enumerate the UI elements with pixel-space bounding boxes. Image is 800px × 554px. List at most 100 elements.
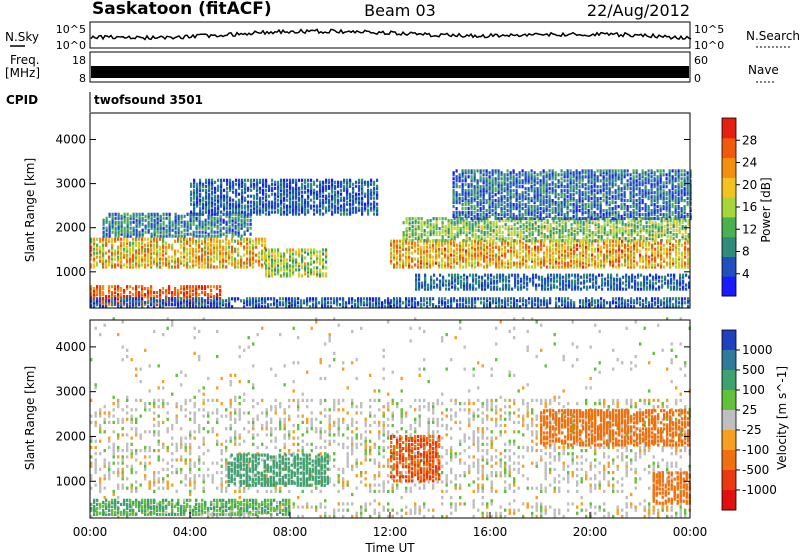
power-cell — [186, 224, 189, 228]
power-cell — [486, 233, 489, 237]
power-cell — [213, 218, 216, 222]
power-cell — [240, 241, 243, 245]
power-cell — [546, 259, 549, 263]
power-cell — [261, 237, 264, 241]
power-cell — [289, 250, 292, 254]
power-cell — [258, 255, 261, 259]
power-cell — [325, 196, 328, 200]
power-cell — [159, 228, 162, 232]
power-cell — [216, 293, 219, 297]
power-cell — [675, 223, 678, 227]
power-cell — [274, 198, 277, 202]
power-cell — [337, 198, 340, 202]
power-cell — [517, 273, 520, 277]
power-cell — [274, 258, 277, 262]
power-cell — [123, 237, 126, 241]
power-cell — [355, 200, 358, 204]
power-cell — [664, 281, 667, 285]
power-cell — [537, 245, 540, 249]
power-cell — [135, 289, 138, 293]
power-cell — [126, 253, 129, 257]
power-cell — [613, 277, 616, 281]
power-cell — [135, 220, 138, 224]
power-cell — [544, 283, 547, 287]
power-cell — [481, 275, 484, 279]
power-cell — [147, 257, 150, 261]
power-cell — [435, 217, 438, 221]
power-cell — [555, 265, 558, 269]
power-cell — [601, 277, 604, 281]
power-cell — [211, 192, 214, 196]
power-cell — [120, 220, 123, 224]
power-cell — [117, 226, 120, 230]
power-cell — [503, 197, 506, 201]
power-cell — [477, 263, 480, 267]
power-cell — [135, 255, 138, 259]
power-cell — [190, 212, 193, 216]
power-cell — [549, 237, 552, 241]
power-cell — [174, 234, 177, 238]
power-cell — [612, 249, 615, 253]
power-cell — [576, 261, 579, 265]
power-cell — [135, 234, 138, 238]
power-cell — [417, 221, 420, 225]
power-cell — [126, 255, 129, 259]
power-cell — [286, 248, 289, 252]
power-cell — [307, 248, 310, 252]
power-cell — [558, 243, 561, 247]
power-cell — [432, 231, 435, 235]
power-cell — [132, 232, 135, 236]
power-cell — [217, 208, 220, 212]
power-cell — [177, 295, 180, 299]
power-cell — [531, 233, 534, 237]
power-cell — [123, 234, 126, 238]
power-cell — [468, 225, 471, 229]
power-cell — [189, 291, 192, 295]
power-cell — [543, 235, 546, 239]
power-cell — [556, 273, 559, 277]
power-cell — [226, 196, 229, 200]
power-cell — [441, 221, 444, 225]
power-cell — [467, 203, 470, 207]
power-cell — [454, 275, 457, 279]
power-cell — [634, 283, 637, 287]
power-cell — [162, 216, 165, 220]
power-cell — [235, 200, 238, 204]
power-cell — [286, 178, 289, 182]
power-cell — [126, 212, 129, 216]
power-cell — [452, 189, 455, 193]
power-cell — [504, 265, 507, 269]
power-cell — [685, 273, 688, 277]
power-cell — [228, 253, 231, 257]
power-cell — [207, 261, 210, 265]
power-cell — [301, 208, 304, 212]
power-cell — [99, 249, 102, 253]
power-cell — [466, 281, 469, 285]
power-cell — [132, 230, 135, 234]
power-cell — [541, 281, 544, 285]
power-cell — [240, 243, 243, 247]
power-cell — [491, 177, 494, 181]
power-cell — [661, 275, 664, 279]
power-cell — [310, 250, 313, 254]
power-cell — [670, 285, 673, 289]
power-cell — [102, 253, 105, 257]
power-cell — [654, 227, 657, 231]
power-cell — [138, 241, 141, 245]
power-cell — [234, 212, 237, 216]
power-cell — [480, 235, 483, 239]
power-cell — [367, 184, 370, 188]
power-cell — [503, 175, 506, 179]
power-cell — [455, 169, 458, 173]
power-cell — [508, 283, 511, 287]
power-cell — [585, 249, 588, 253]
power-cell — [120, 295, 123, 299]
power-cell — [243, 261, 246, 265]
power-cell — [498, 257, 501, 261]
power-cell — [186, 228, 189, 232]
power-cell — [639, 237, 642, 241]
power-cell — [504, 253, 507, 257]
power-cell — [307, 208, 310, 212]
power-cell — [461, 212, 464, 217]
power-cell — [223, 202, 226, 206]
